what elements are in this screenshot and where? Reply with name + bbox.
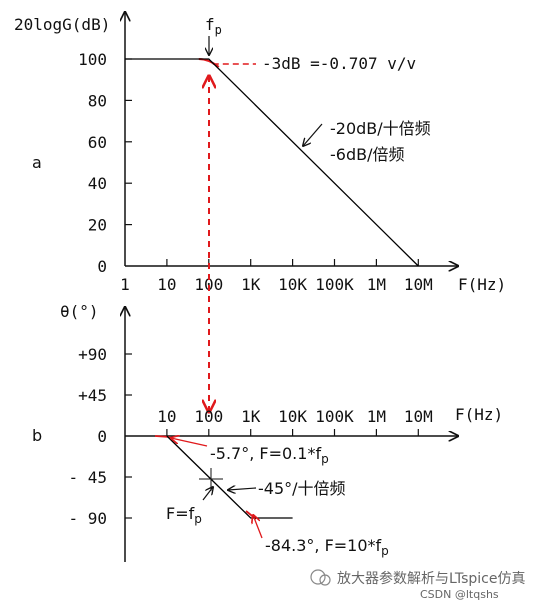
panel-label-a: a — [32, 153, 42, 172]
x-tick-label-a: 10K — [278, 275, 307, 294]
phase-curve — [166, 435, 293, 519]
x-tick-label-a: 10 — [157, 275, 176, 294]
annotation-minus5-7: -5.7°, F=0.1*fp — [210, 444, 329, 466]
x-tick-label-b: 10M — [404, 407, 433, 426]
watermark: 放大器参数解析与LTspice仿真 CSDN @ltqshs — [310, 569, 526, 601]
magnitude-chart: 20logG(dB) F(Hz) a 1 10 100 1K 10K 100K 1M 10M … — [14, 12, 506, 294]
annotation-fp: F=fp — [166, 504, 202, 526]
magnitude-curve — [125, 58, 419, 267]
y-tick-label-a: 100 — [78, 50, 107, 69]
y-tick-label-b: 0 — [97, 427, 107, 446]
x-tick-label-a: 10M — [404, 275, 433, 294]
panel-label-b: b — [32, 426, 42, 445]
y-tick-label-a: 0 — [97, 257, 107, 276]
minus3db-annotation: -3dB =-0.707 v/v — [262, 54, 416, 73]
y-label-b: θ(°) — [60, 302, 99, 321]
y-tick-label-a: 80 — [88, 91, 107, 110]
y-label-a: 20logG(dB) — [14, 15, 110, 34]
annotation-minus45: -45°/十倍频 — [258, 479, 346, 498]
y-tick-label-b: - 90 — [68, 509, 107, 528]
fp-label: fp — [205, 15, 222, 37]
x-tick-label-a: 1K — [241, 275, 261, 294]
y-tick-label-a: 20 — [88, 216, 107, 235]
watermark-title: 放大器参数解析与LTspice仿真 — [337, 570, 526, 587]
x-tick-label-b: 1K — [241, 407, 261, 426]
x-tick-label-b: 100K — [315, 407, 354, 426]
x-label-a: F(Hz) — [458, 275, 506, 294]
y-tick-label-a: 40 — [88, 174, 107, 193]
arrow-fp — [202, 487, 213, 501]
phase-chart: θ(°) F(Hz) b 10 100 1K 10K 100K 1M 10M +90 +45 0… — [32, 302, 503, 562]
slope-annotation-decade: -20dB/十倍频 — [330, 119, 431, 138]
x-tick-label-a: 100K — [315, 275, 354, 294]
y-tick-label-a: 60 — [88, 133, 107, 152]
watermark-csdn: CSDN @ltqshs — [420, 588, 499, 601]
arrow-minus45 — [228, 488, 257, 490]
x-tick-label-a: 1 — [120, 275, 130, 294]
wechat-icon — [310, 569, 326, 585]
x-tick-label-b: 10K — [278, 407, 307, 426]
arrow-minus84-3 — [253, 515, 263, 539]
y-tick-label-b: - 45 — [68, 468, 107, 487]
y-tick-label-b: +90 — [78, 345, 107, 364]
x-tick-label-a: 1M — [367, 275, 386, 294]
arrow-minus5-7 — [171, 438, 208, 447]
slope-arrow — [303, 123, 323, 146]
x-tick-label-b: 1M — [367, 407, 386, 426]
x-label-b: F(Hz) — [455, 405, 503, 424]
annotation-minus84-3: -84.3°, F=10*fp — [265, 536, 389, 558]
slope-annotation-octave: -6dB/倍频 — [330, 145, 404, 164]
y-tick-label-b: +45 — [78, 386, 107, 405]
x-tick-label-b: 10 — [157, 407, 176, 426]
x-tick-label-b: 100 — [194, 407, 223, 426]
